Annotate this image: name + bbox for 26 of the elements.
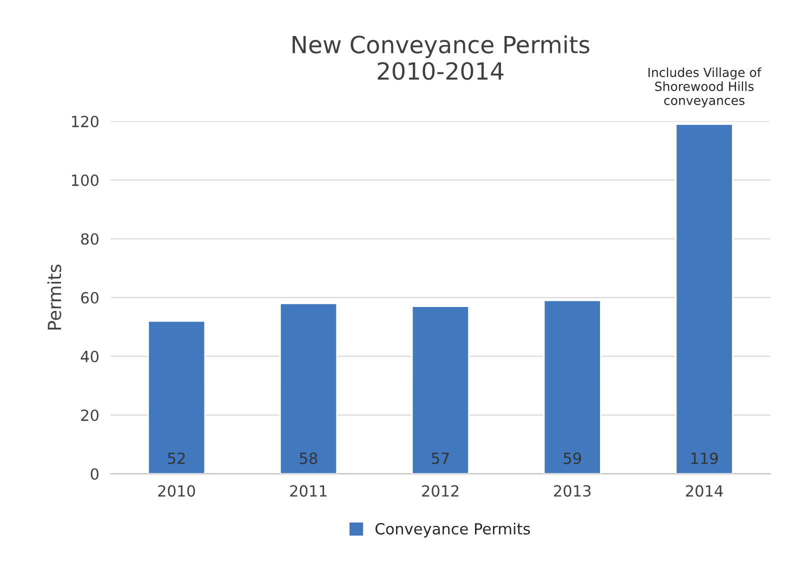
bar bbox=[148, 320, 206, 474]
y-tick-label: 20 bbox=[81, 409, 98, 422]
y-tick-label: 100 bbox=[72, 174, 98, 186]
chart-title: New Conveyance Permits 2010-2014 bbox=[292, 35, 590, 80]
bar bbox=[411, 306, 470, 474]
x-tick-label: 2012 bbox=[422, 485, 458, 497]
y-tick-label: 40 bbox=[80, 350, 98, 362]
data-label: 57 bbox=[432, 452, 449, 464]
x-tick-label: 2011 bbox=[290, 485, 327, 497]
data-label: 52 bbox=[168, 452, 185, 464]
y-tick-label: 120 bbox=[72, 116, 98, 128]
bar bbox=[675, 124, 734, 474]
x-tick-label: 2014 bbox=[686, 485, 723, 497]
legend-label: Conveyance Permits bbox=[375, 522, 530, 538]
data-label: 58 bbox=[300, 452, 318, 464]
y-tick-label: 60 bbox=[81, 292, 98, 304]
y-tick-label: 80 bbox=[81, 233, 98, 245]
y-axis-title: Permits bbox=[47, 264, 62, 330]
data-label: 119 bbox=[691, 452, 718, 464]
x-tick-label: 2013 bbox=[554, 485, 591, 497]
data-label: 59 bbox=[564, 452, 581, 464]
y-tick-label: 0 bbox=[90, 468, 98, 480]
bar bbox=[279, 302, 338, 474]
annotation: Includes Village of Shorewood Hills conveyances bbox=[648, 67, 762, 108]
x-tick-label: 2010 bbox=[158, 485, 195, 497]
bar bbox=[543, 300, 602, 474]
